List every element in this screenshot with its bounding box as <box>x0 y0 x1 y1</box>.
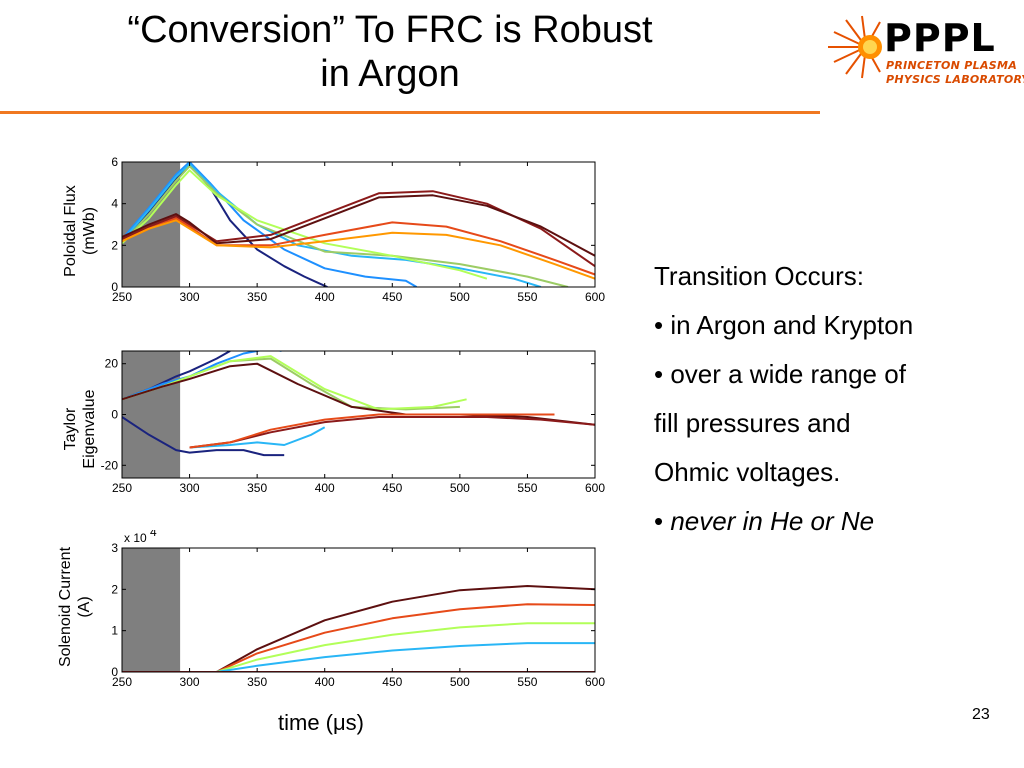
scale-label: x 10 <box>124 531 147 545</box>
y-tick-label: 4 <box>111 197 118 211</box>
x-tick-label: 250 <box>112 290 132 304</box>
y-axis-label-solenoid-current: Solenoid Current (A) <box>56 517 94 697</box>
transition-notes: Transition Occurs: • in Argon and Krypto… <box>654 252 1014 546</box>
x-tick-label: 450 <box>382 481 402 495</box>
x-tick-label: 350 <box>247 481 267 495</box>
y-axis-label-line2: (A) <box>76 596 93 618</box>
series-line-3 <box>122 165 569 287</box>
y-axis-label-line1: Solenoid Current <box>57 546 74 668</box>
series-line-2 <box>122 622 595 672</box>
bullet-marker: • <box>654 506 664 536</box>
y-axis-label-poloidal-flux: Poloidal Flux (mWb) <box>61 146 99 316</box>
x-tick-label: 450 <box>382 675 402 689</box>
shaded-region <box>122 351 181 478</box>
x-tick-label: 300 <box>180 290 200 304</box>
solenoid-current-plot: 250 300 350 400 450 500 550 600 0 1 2 3 x 10 4 <box>111 530 605 689</box>
y-axis-label-line2: (mWb) <box>81 207 98 255</box>
y-tick-label: 2 <box>111 238 118 252</box>
bullet-fill-pressures: fill pressures and <box>654 408 851 438</box>
shaded-region <box>122 548 181 672</box>
x-tick-label: 550 <box>517 290 537 304</box>
y-tick-label: 2 <box>111 582 118 596</box>
x-tick-label: 600 <box>585 675 605 689</box>
series-line-2 <box>122 351 282 401</box>
y-tick-label: 0 <box>111 408 118 422</box>
page-number: 23 <box>972 706 990 723</box>
series-line-8 <box>189 413 555 449</box>
y-tick-label: -20 <box>101 458 119 472</box>
x-tick-label: 300 <box>180 481 200 495</box>
y-tick-label: 0 <box>111 280 118 294</box>
series-line-1 <box>122 162 418 287</box>
x-tick-label: 400 <box>315 481 335 495</box>
starburst-icon <box>828 15 882 79</box>
x-tick-label: 600 <box>585 481 605 495</box>
slide-title-line1: “Conversion” To FRC is Robust <box>127 9 653 51</box>
x-tick-label: 400 <box>315 290 335 304</box>
y-tick-label: 0 <box>111 665 118 679</box>
series-group <box>122 162 595 287</box>
series-group <box>122 585 595 672</box>
scale-exponent: 4 <box>150 530 157 539</box>
series-line-8 <box>122 219 595 280</box>
series-line-2 <box>122 163 542 287</box>
pppl-logo: PPPL PRINCETON PLASMA PHYSICS LABORATORY <box>826 12 1024 97</box>
x-tick-label: 500 <box>450 675 470 689</box>
bullet-ohmic-voltages: Ohmic voltages. <box>654 457 841 487</box>
title-divider <box>0 111 820 114</box>
bullet-never-he-ne: • never in He or Ne <box>654 497 1014 546</box>
slide-title: “Conversion” To FRC is Robust in Argon <box>40 8 740 96</box>
series-line-0 <box>122 163 328 287</box>
y-tick-label: 6 <box>111 155 118 169</box>
series-line-5 <box>122 190 595 268</box>
logo-wordmark: PPPL <box>884 16 996 60</box>
notes-heading: Transition Occurs: <box>654 261 864 291</box>
plot-area <box>122 162 595 287</box>
y-axis-label-line1: Poloidal Flux <box>62 185 79 277</box>
y-tick-label: 20 <box>105 357 119 371</box>
series-line-0 <box>122 416 285 457</box>
x-tick-label: 600 <box>585 290 605 304</box>
series-line-4 <box>122 169 488 280</box>
bullet-wide-range: • over a wide range of <box>654 359 906 389</box>
y-tick-label: 1 <box>111 624 118 638</box>
x-axis-label-time: time (μs) <box>278 710 365 735</box>
x-tick-label: 250 <box>112 481 132 495</box>
logo-subtitle-2: PHYSICS LABORATORY <box>886 73 1024 86</box>
y-tick-label: 3 <box>111 541 118 555</box>
bullet-argon-krypton: • in Argon and Krypton <box>654 310 914 340</box>
x-tick-label: 550 <box>517 675 537 689</box>
series-line-7 <box>122 217 595 276</box>
x-tick-label: 300 <box>180 675 200 689</box>
slide-title-line2: in Argon <box>320 53 460 95</box>
bullet-never-text: never in He or Ne <box>670 506 875 536</box>
x-tick-label: 250 <box>112 675 132 689</box>
taylor-eigenvalue-plot: 250 300 350 400 450 500 550 600 -20 0 20 <box>101 350 605 495</box>
x-tick-label: 350 <box>247 290 267 304</box>
x-tick-label: 450 <box>382 290 402 304</box>
poloidal-flux-plot: 250 300 350 400 450 500 550 600 0 2 4 6 <box>111 155 605 304</box>
series-line-3 <box>189 426 326 449</box>
plot-frame <box>121 547 596 673</box>
series-line-6 <box>122 194 595 257</box>
x-tick-label: 550 <box>517 481 537 495</box>
series-line-3 <box>122 642 595 672</box>
plot-frame <box>121 161 596 288</box>
logo-subtitle-1: PRINCETON PLASMA <box>886 59 1018 72</box>
y-axis-label-line1: Taylor <box>62 407 79 451</box>
x-tick-label: 500 <box>450 481 470 495</box>
series-group <box>122 351 595 457</box>
x-tick-label: 350 <box>247 675 267 689</box>
x-tick-label: 400 <box>315 675 335 689</box>
x-tick-label: 500 <box>450 290 470 304</box>
